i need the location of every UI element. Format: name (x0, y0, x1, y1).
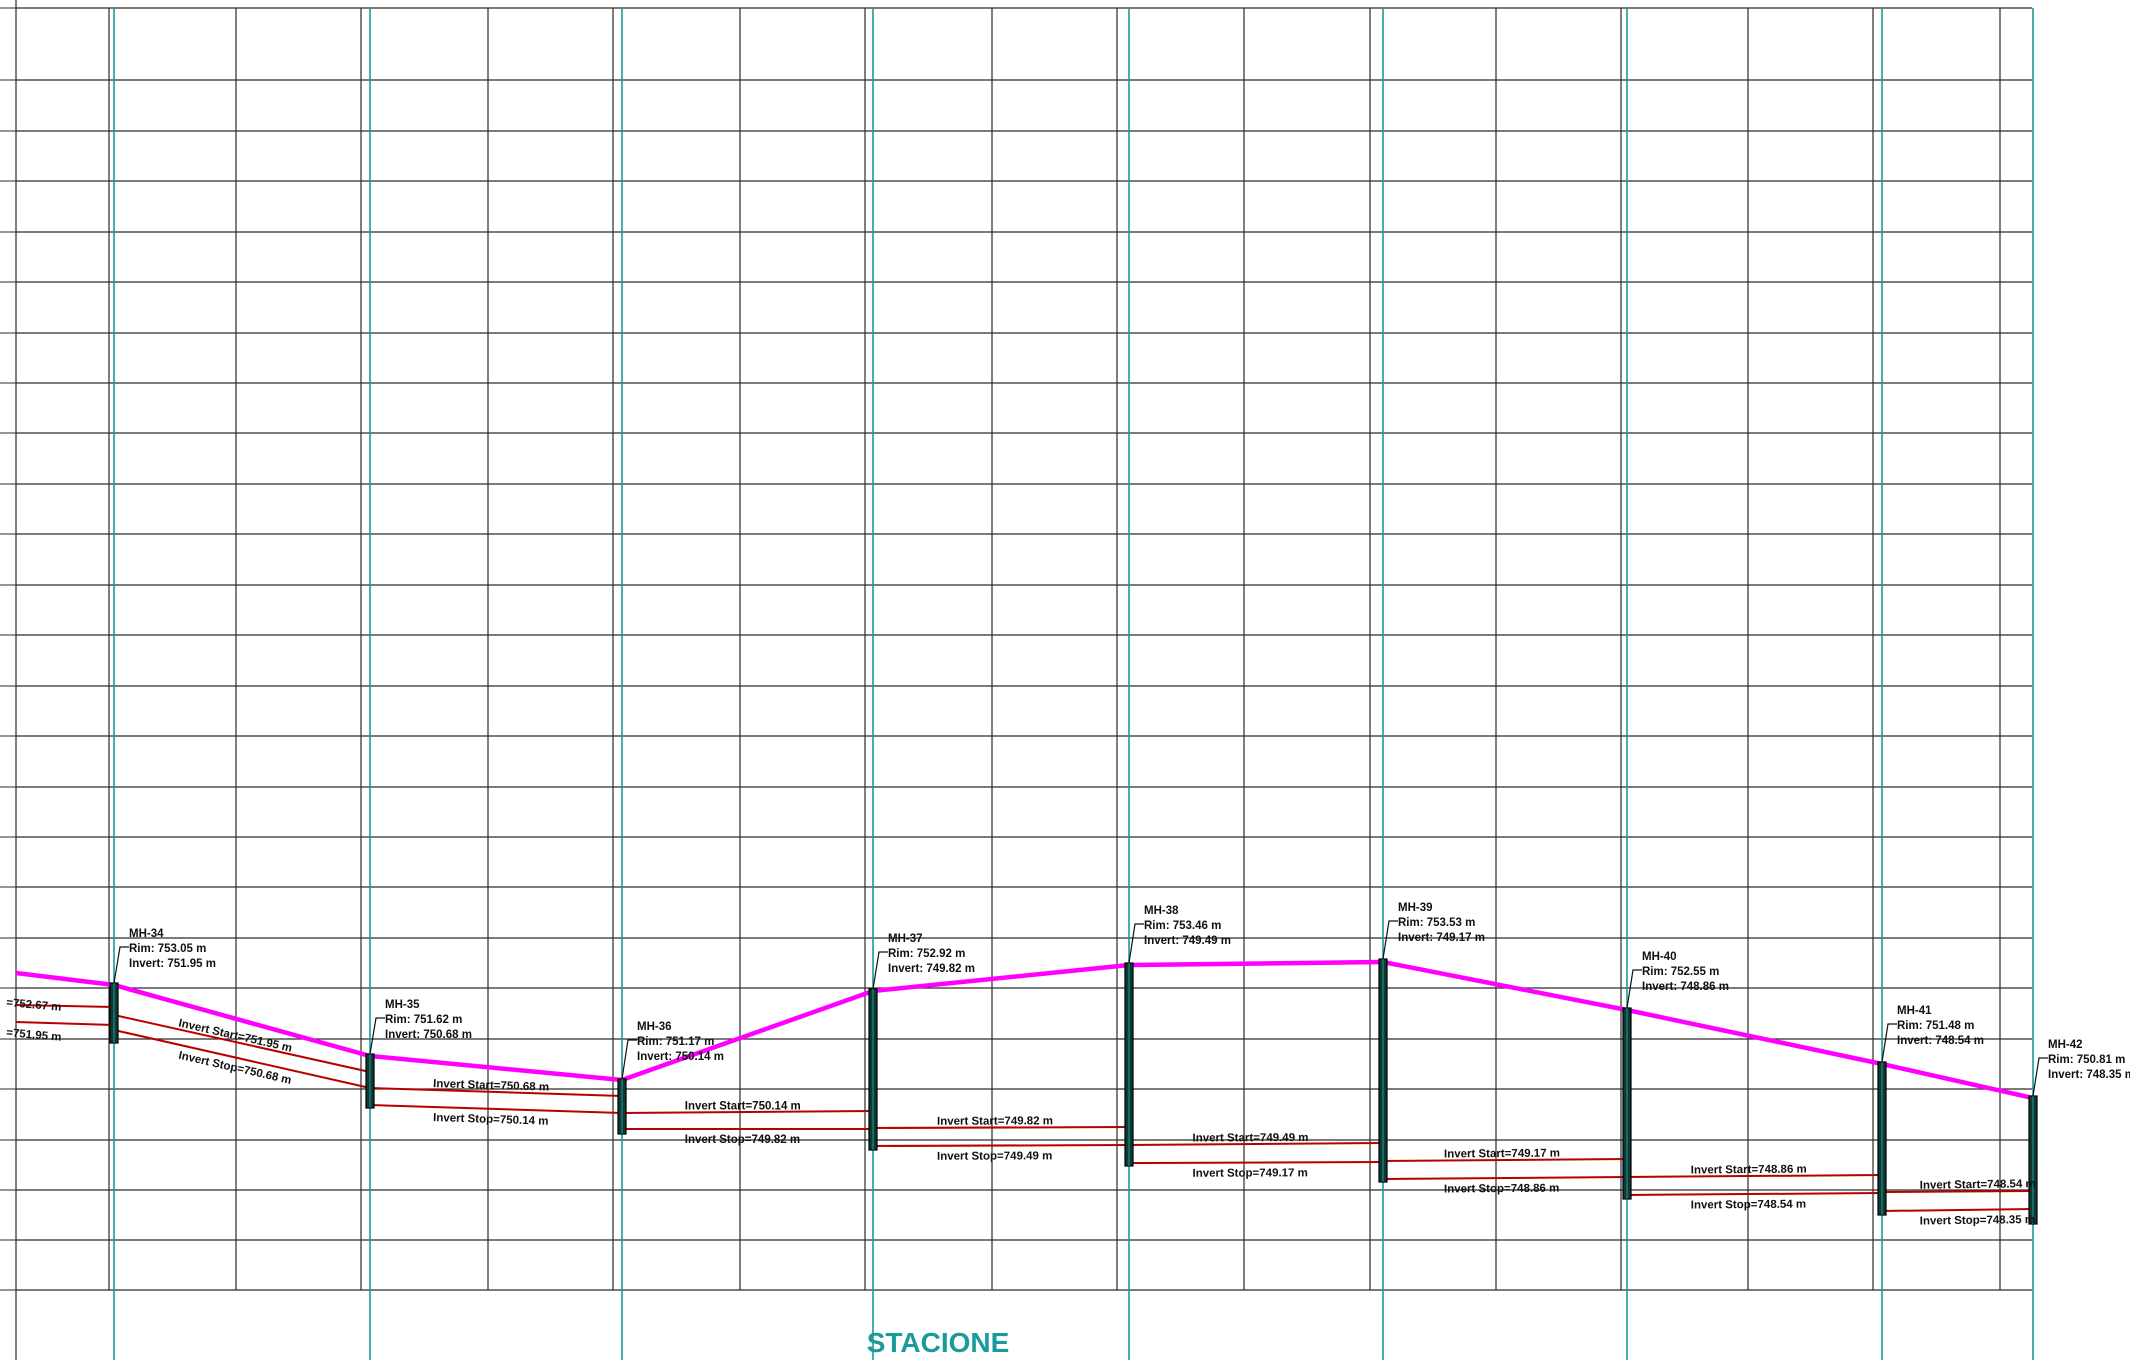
pipe-start-label: Invert Start=749.82 m (937, 1115, 1053, 1127)
label-leader (1128, 923, 1144, 964)
pipe-crown (369, 1087, 623, 1097)
pipe-invert (369, 1104, 623, 1114)
manhole-rim-label: Rim: 753.05 m (129, 943, 206, 955)
left-rim-label: =752.67 m (6, 997, 62, 1014)
pipe-stop-label: Invert Stop=750.68 m (177, 1050, 292, 1087)
station-lines (113, 8, 2034, 1360)
manhole-invert-label: Invert: 749.49 m (1144, 935, 1231, 947)
manhole-rim-label: Rim: 750.81 m (2048, 1054, 2125, 1066)
manhole-name-label: MH-37 (888, 933, 923, 945)
manhole-name-label: MH-41 (1897, 1005, 1932, 1017)
manhole-invert-label: Invert: 748.54 m (1897, 1035, 1984, 1047)
pipe-lines (15, 1004, 2034, 1212)
pipe-stop-label: Invert Stop=750.14 m (433, 1112, 549, 1128)
manhole-rim-label: Rim: 751.48 m (1897, 1020, 1974, 1032)
manhole-invert-label: Invert: 750.68 m (385, 1029, 472, 1041)
manhole-name-label: MH-39 (1398, 902, 1433, 914)
manhole-invert-label: Invert: 748.35 m (2048, 1069, 2130, 1081)
pipe-start-label: Invert Start=749.17 m (1444, 1148, 1560, 1161)
station-axis-title: STACIONE (867, 1327, 1010, 1358)
manhole-name-label: MH-34 (129, 928, 164, 940)
manhole-name-label: MH-40 (1642, 951, 1677, 963)
pipe-start-label: Invert Start=750.14 m (685, 1101, 801, 1113)
pipe-stop-label: Invert Stop=749.17 m (1192, 1167, 1307, 1179)
manhole-name-label: MH-35 (385, 999, 420, 1011)
pipe-crown (15, 1004, 115, 1008)
manhole-rim-label: Rim: 751.17 m (637, 1036, 714, 1048)
left-invert-label: =751.95 m (6, 1027, 62, 1044)
manhole-name-label: MH-38 (1144, 905, 1179, 917)
pipe-stop-label: Invert Stop=748.86 m (1444, 1183, 1559, 1196)
label-leader (113, 946, 129, 984)
manhole-invert-label: Invert: 749.82 m (888, 963, 975, 975)
manhole-invert-label: Invert: 749.17 m (1398, 932, 1485, 944)
label-leader (2032, 1057, 2048, 1097)
manhole-invert-label: Invert: 751.95 m (129, 958, 216, 970)
pipe-stop-label: Invert Stop=748.35 m (1920, 1214, 2036, 1228)
ground-profile (15, 959, 2034, 1101)
manhole-rim-label: Rim: 753.46 m (1144, 920, 1221, 932)
pipe-crown (1382, 1158, 1628, 1162)
manhole-rim-label: Rim: 752.55 m (1642, 966, 1719, 978)
ground-line (15, 959, 2034, 1101)
pipe-stop-label: Invert Stop=749.49 m (937, 1150, 1052, 1162)
pipe-crown (872, 1126, 1130, 1129)
pipe-crown (621, 1110, 874, 1114)
profile-grid (0, 0, 2032, 1360)
label-leader (621, 1039, 637, 1080)
manhole-rim-label: Rim: 753.53 m (1398, 917, 1475, 929)
pipe-stop-label: Invert Stop=749.82 m (685, 1134, 800, 1146)
manhole-name-label: MH-36 (637, 1021, 672, 1033)
pipe-start-label: Invert Start=748.86 m (1691, 1164, 1807, 1177)
pipe-crown (1881, 1190, 2034, 1193)
pipe-invert (1626, 1192, 1883, 1196)
pipe-crown (1626, 1174, 1883, 1178)
pipe-invert (1128, 1161, 1384, 1164)
label-leader (872, 951, 888, 990)
manhole-name-label: MH-42 (2048, 1039, 2083, 1051)
manhole-structures (109, 958, 2038, 1225)
pipe-start-label: Invert Start=748.54 m (1920, 1178, 2036, 1192)
manhole-labels: MH-34 Rim: 753.05 m Invert: 751.95 m MH-35 R… (113, 902, 2130, 1097)
manhole-rim-label: Rim: 752.92 m (888, 948, 965, 960)
manhole-invert-label: Invert: 748.86 m (1642, 981, 1729, 993)
pipe-invert (872, 1144, 1130, 1147)
pipe-crown (1128, 1142, 1384, 1146)
label-leader (369, 1017, 385, 1055)
pipe-start-label: Invert Start=750.68 m (433, 1078, 549, 1094)
pipe-invert (15, 1021, 115, 1026)
pipe-invert (113, 1029, 371, 1089)
pipe-invert (1382, 1176, 1628, 1180)
pipe-start-label: Invert Start=749.49 m (1192, 1132, 1308, 1144)
label-leader (1626, 969, 1642, 1009)
pipe-crown (113, 1014, 371, 1073)
label-leader (1881, 1023, 1897, 1063)
manhole-invert-label: Invert: 750.14 m (637, 1051, 724, 1063)
manhole-rim-label: Rim: 751.62 m (385, 1014, 462, 1026)
pipe-stop-label: Invert Stop=748.54 m (1691, 1199, 1806, 1212)
label-leader (1382, 920, 1398, 960)
pipe-invert (1881, 1208, 2034, 1212)
